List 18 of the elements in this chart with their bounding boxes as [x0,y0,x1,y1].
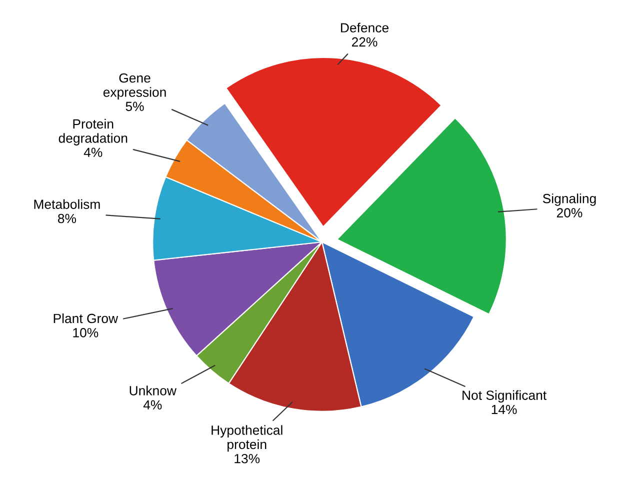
slice-label: Signaling [542,194,596,206]
data-label: 5% [126,102,144,112]
data-label: 4% [84,148,102,157]
data-label: 4% [143,400,162,410]
slice-label: Not Significant [462,390,546,403]
data-label: 8% [58,214,76,224]
slice-label: Metabolism [34,199,100,209]
slice-label: Defence [341,22,388,32]
slice-label: Gene expression [103,73,166,100]
data-label: 13% [234,454,260,464]
data-label: 22% [352,37,378,47]
slice-label: Plant Grow [54,313,118,324]
data-label: 14% [492,404,517,414]
data-label: 20% [556,208,582,218]
data-label: 10% [73,328,98,338]
slice-label: Unknow [130,386,177,396]
slice-label: Hypothetical protein [212,425,282,452]
slice-label: Protein degradation [58,118,128,146]
